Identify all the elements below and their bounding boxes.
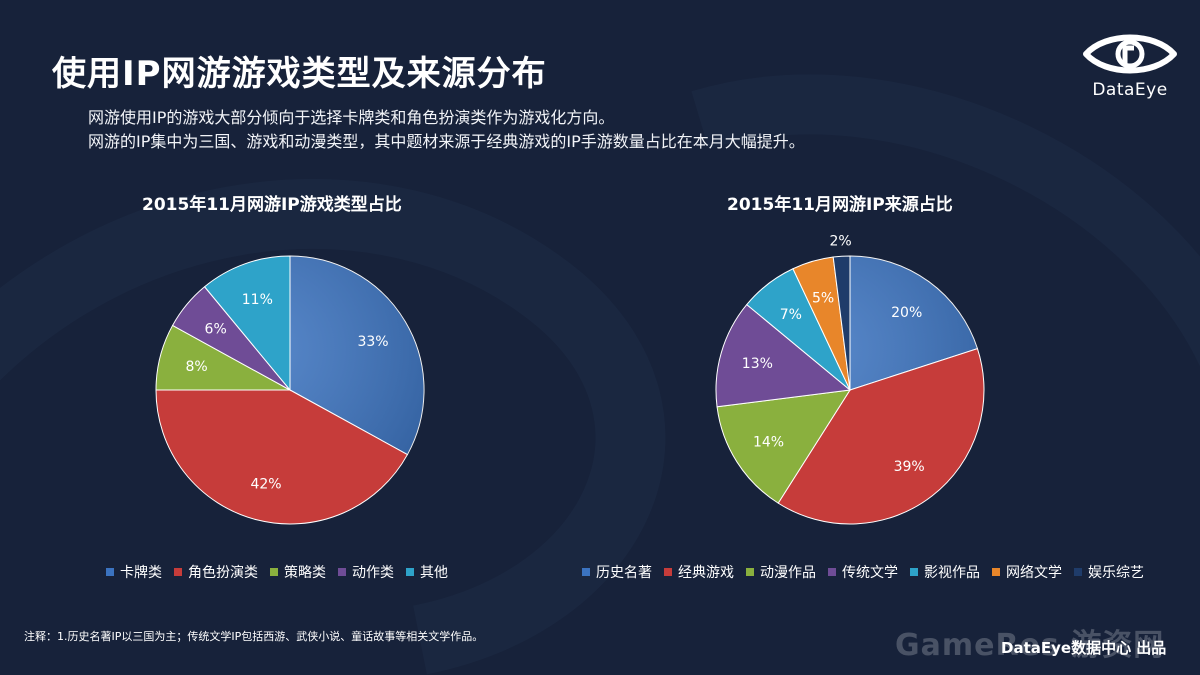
footer-brand: DataEye数据中心 出品 (1001, 639, 1167, 657)
pie-slice-其他 (203, 255, 291, 392)
legend-swatch (406, 568, 414, 576)
pie-slice-角色扮演类 (155, 389, 409, 525)
pie-label-动漫作品: 14% (753, 435, 784, 451)
legend-item-动漫作品: 动漫作品 (746, 562, 816, 582)
pie-label-娱乐综艺: 2% (829, 233, 851, 249)
pie-label-经典游戏: 39% (894, 459, 925, 475)
logo-text: DataEye (1092, 80, 1168, 100)
pie-label-传统文学: 13% (742, 356, 773, 372)
pie-label-卡牌类: 33% (357, 334, 388, 350)
legend-swatch (270, 568, 278, 576)
chart1-pie: 33% 42% 8% 6% 11% (155, 255, 425, 525)
legend-label: 其他 (420, 565, 448, 581)
legend-swatch (828, 568, 836, 576)
legend-label: 网络文学 (1006, 565, 1062, 581)
pie-slice-动漫作品 (716, 389, 851, 504)
dataeye-eye-icon (1083, 34, 1177, 74)
pie-slice-传统文学 (715, 303, 852, 408)
legend-label: 影视作品 (924, 565, 980, 581)
pie-label-动作类: 6% (205, 322, 227, 338)
legend-item-影视作品: 影视作品 (910, 562, 980, 582)
chart2-pie: 20% 39% 14% 13% 7% 5% 2% (715, 233, 985, 525)
legend-label: 动作类 (352, 565, 394, 581)
pie-label-网络文学: 5% (812, 290, 834, 306)
legend-item-传统文学: 传统文学 (828, 562, 898, 582)
legend-item-历史名著: 历史名著 (582, 562, 652, 582)
legend-item-角色扮演类: 角色扮演类 (174, 562, 258, 582)
legend-item-策略类: 策略类 (270, 562, 326, 582)
legend-swatch (746, 568, 754, 576)
legend-label: 卡牌类 (120, 565, 162, 581)
legend-swatch (992, 568, 1000, 576)
legend-label: 动漫作品 (760, 565, 816, 581)
legend-swatch (338, 568, 346, 576)
legend-swatch (664, 568, 672, 576)
legend-label: 历史名著 (596, 565, 652, 581)
subtitle: 网游使用IP的游戏大部分倾向于选择卡牌类和角色扮演类作为游戏化方向。 网游的IP… (88, 106, 805, 154)
legend-item-动作类: 动作类 (338, 562, 394, 582)
legend-item-卡牌类: 卡牌类 (106, 562, 162, 582)
pie-label-其他: 11% (242, 292, 273, 308)
legend-label: 策略类 (284, 565, 326, 581)
legend-label: 角色扮演类 (188, 565, 258, 581)
pie-slice-娱乐综艺 (832, 255, 851, 391)
chart1-legend: 卡牌类 角色扮演类 策略类 动作类 其他 (106, 562, 460, 582)
legend-item-其他: 其他 (406, 562, 448, 582)
footnote: 注释：1.历史名著IP以三国为主；传统文学IP包括西游、武侠小说、童话故事等相关… (24, 630, 484, 643)
pie-slice-经典游戏 (777, 347, 985, 525)
legend-item-经典游戏: 经典游戏 (664, 562, 734, 582)
legend-label: 传统文学 (842, 565, 898, 581)
legend-item-娱乐综艺: 娱乐综艺 (1074, 562, 1144, 582)
legend-item-网络文学: 网络文学 (992, 562, 1062, 582)
legend-label: 经典游戏 (678, 565, 734, 581)
legend-swatch (910, 568, 918, 576)
chart2-legend: 历史名著 经典游戏 动漫作品 传统文学 影视作品 网络文学 娱乐综艺 (582, 562, 1156, 582)
pie-label-策略类: 8% (185, 359, 207, 375)
legend-swatch (106, 568, 114, 576)
subtitle-line-2: 网游的IP集中为三国、游戏和动漫类型，其中题材来源于经典游戏的IP手游数量占比在… (88, 132, 805, 151)
legend-swatch (1074, 568, 1082, 576)
pie-label-历史名著: 20% (891, 305, 922, 321)
chart1-title: 2015年11月网游IP游戏类型占比 (142, 195, 402, 215)
pie-label-角色扮演类: 42% (250, 476, 281, 492)
chart2-title: 2015年11月网游IP来源占比 (727, 195, 953, 215)
legend-swatch (174, 568, 182, 576)
legend-label: 娱乐综艺 (1088, 565, 1144, 581)
watermark: GameRes 游资网 (895, 628, 1165, 663)
legend-swatch (582, 568, 590, 576)
pie-label-影视作品: 7% (780, 307, 802, 323)
subtitle-line-1: 网游使用IP的游戏大部分倾向于选择卡牌类和角色扮演类作为游戏化方向。 (88, 108, 615, 127)
page-title: 使用IP网游游戏类型及来源分布 (52, 54, 547, 94)
